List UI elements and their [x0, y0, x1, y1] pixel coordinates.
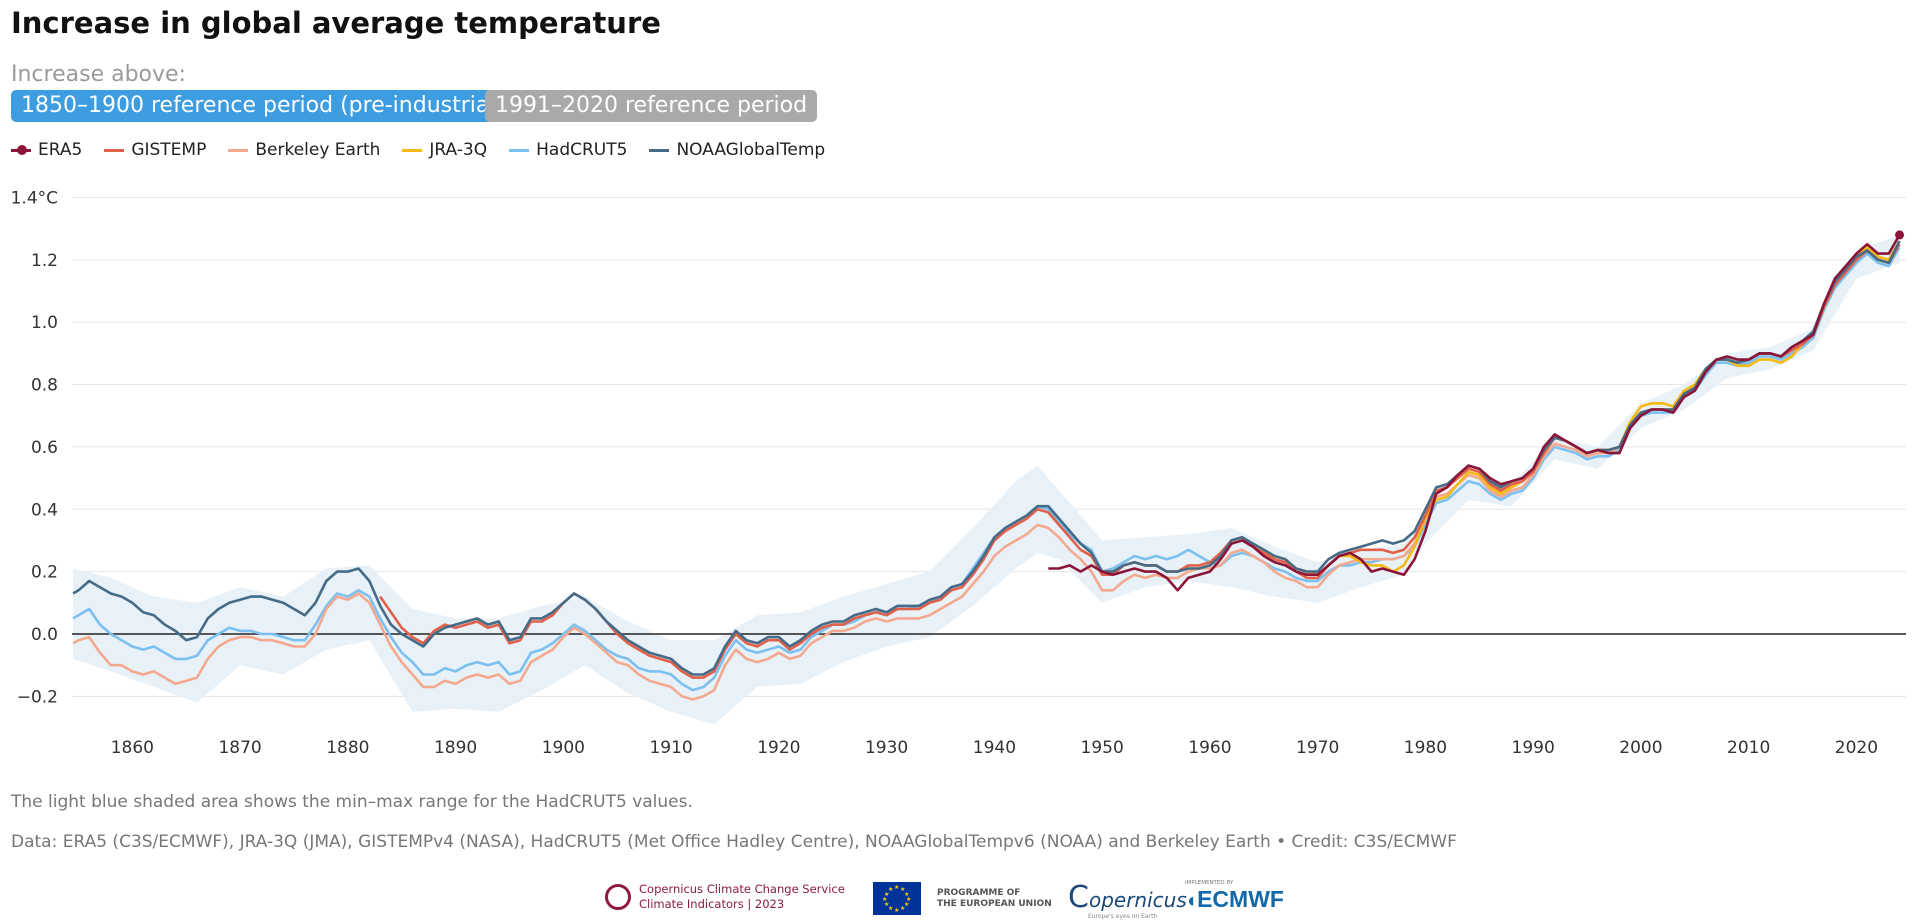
legend-item-gistemp[interactable]: GISTEMP: [104, 140, 206, 160]
legend-label: ERA5: [38, 140, 83, 160]
x-tick-label: 1860: [111, 738, 154, 755]
legend-swatch: [11, 144, 31, 155]
x-tick-label: 1880: [326, 738, 369, 755]
x-tick-label: 1900: [542, 738, 585, 755]
x-tick-label: 1870: [218, 738, 261, 755]
legend-label: HadCRUT5: [536, 140, 628, 160]
x-tick-label: 1950: [1081, 738, 1124, 755]
copernicus-logo-text: opernicus: [1088, 888, 1187, 912]
x-tick-label: 1890: [434, 738, 477, 755]
eu-flag-icon: ★ ★ ★ ★ ★ ★ ★ ★ ★ ★ ★ ★: [873, 882, 921, 915]
legend-swatch: [104, 148, 125, 152]
series-line-jra-3q: [1079, 240, 1901, 576]
hadcrut5-range-band: [73, 234, 1900, 725]
series-line-hadcrut5: [72, 246, 1901, 692]
legend-label: GISTEMP: [131, 140, 207, 160]
eu-logo-line2: THE EUROPEAN UNION: [937, 898, 1052, 909]
legend-swatch: [509, 148, 530, 152]
legend-label: NOAAGlobalTemp: [676, 140, 826, 160]
x-tick-label: 2000: [1619, 738, 1662, 755]
reference-subtitle: Increase above:: [11, 62, 186, 87]
y-tick-label: 0.6: [31, 438, 58, 458]
series-line-era5: [1048, 234, 1901, 592]
source-credit: Data: ERA5 (C3S/ECMWF), JRA-3Q (JMA), GI…: [11, 832, 1457, 852]
c3s-logo-line1: Copernicus Climate Change Service: [639, 882, 845, 896]
x-tick-label: 2010: [1727, 738, 1770, 755]
ecmwf-logo-text: ECMWF: [1197, 886, 1284, 912]
legend-item-noaaglobaltemp[interactable]: NOAAGlobalTemp: [649, 140, 825, 160]
y-tick-label: 0.8: [31, 376, 58, 396]
chart-legend: ERA5 GISTEMP Berkeley Earth JRA-3Q HadCRUT5 N…: [11, 140, 847, 160]
x-tick-label: 2020: [1835, 738, 1878, 755]
eu-logo[interactable]: ★ ★ ★ ★ ★ ★ ★ ★ ★ ★ ★ ★ PROGRAMME OF THE EUROPEA…: [873, 882, 1052, 915]
legend-swatch: [228, 148, 249, 152]
x-tick-label: 1980: [1404, 738, 1447, 755]
y-tick-label: 1.0: [31, 313, 58, 333]
legend-item-berkeley-earth[interactable]: Berkeley Earth: [228, 140, 380, 160]
y-tick-label: 0.4: [31, 500, 58, 520]
legend-item-era5[interactable]: ERA5: [11, 140, 82, 160]
ecmwf-implemented-by: IMPLEMENTED BY: [1185, 880, 1234, 886]
legend-label: Berkeley Earth: [255, 140, 381, 160]
eu-logo-line1: PROGRAMME OF: [937, 887, 1021, 898]
temperature-chart: −0.2 0.0 0.2 0.4 0.6 0.8 1.0 1.2 1.4°C 1860 1870 18…: [11, 188, 1906, 755]
legend-swatch: [649, 148, 670, 152]
x-tick-label: 1960: [1188, 738, 1231, 755]
toggle-preindustrial[interactable]: 1850–1900 reference period (pre-industri…: [11, 90, 515, 122]
x-tick-label: 1990: [1512, 738, 1555, 755]
y-tick-label: 1.4°C: [11, 188, 58, 208]
y-tick-label: 1.2: [31, 251, 58, 271]
x-tick-label: 1910: [649, 738, 692, 755]
c3s-logo-line2: Climate Indicators | 2023: [639, 897, 785, 911]
page-title: Increase in global average temperature: [11, 6, 661, 40]
copernicus-logo[interactable]: Copernicus Europe's eyes on Earth: [1068, 880, 1187, 920]
x-tick-label: 1940: [973, 738, 1016, 755]
ecmwf-logo[interactable]: IMPLEMENTED BY ◖ECMWF: [1185, 880, 1284, 912]
legend-label: JRA-3Q: [429, 140, 488, 160]
copernicus-tagline: Europe's eyes on Earth: [1088, 913, 1158, 920]
c3s-thermometer-icon: [605, 884, 631, 910]
toggle-1991-2020[interactable]: 1991–2020 reference period: [485, 90, 818, 122]
era5-end-marker: [1895, 230, 1905, 240]
x-tick-label: 1970: [1296, 738, 1339, 755]
x-tick-label: 1920: [757, 738, 800, 755]
y-tick-label: 0.2: [31, 563, 58, 583]
y-tick-label: 0.0: [31, 625, 58, 645]
x-tick-label: 1930: [865, 738, 908, 755]
c3s-logo[interactable]: Copernicus Climate Change Service Climat…: [605, 882, 845, 912]
series-line-berkeley-earth: [72, 240, 1901, 701]
legend-item-jra-3q[interactable]: JRA-3Q: [402, 140, 487, 160]
y-tick-label: −0.2: [17, 687, 58, 707]
range-note: The light blue shaded area shows the min…: [11, 792, 693, 812]
logo-bar: Copernicus Climate Change Service Climat…: [0, 880, 1920, 920]
legend-item-hadcrut5[interactable]: HadCRUT5: [509, 140, 627, 160]
legend-swatch: [402, 148, 423, 152]
